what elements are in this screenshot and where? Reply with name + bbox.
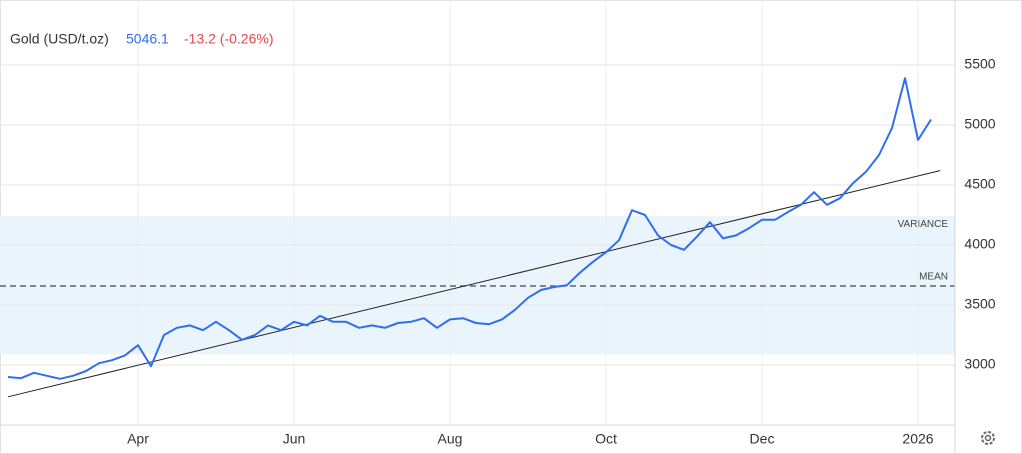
change: -13.2 (-0.26%) [184, 31, 273, 47]
price-line [7, 77, 932, 380]
y-tick-label: 4000 [964, 236, 995, 252]
variance-band [0, 216, 955, 355]
x-tick-label: 2026 [902, 431, 933, 447]
y-tick-label: 3000 [964, 356, 995, 372]
trend-line [7, 170, 941, 398]
grid: VARIANCE MEAN [0, 0, 955, 425]
x-tick-label: Aug [438, 431, 463, 447]
mean-label: MEAN [919, 272, 948, 283]
last-price: 5046.1 [126, 31, 169, 47]
y-tick-label: 3500 [964, 296, 995, 312]
x-tick-label: Oct [595, 431, 617, 447]
x-tick-label: Jun [283, 431, 306, 447]
plot [7, 77, 941, 398]
x-tick-label: Dec [750, 431, 775, 447]
y-tick-label: 5500 [964, 56, 995, 72]
y-tick-label: 4500 [964, 176, 995, 192]
title: Gold (USD/t.oz) [10, 31, 109, 47]
variance-label: VARIANCE [898, 219, 949, 230]
y-tick-label: 5000 [964, 116, 995, 132]
settings-icon[interactable] [981, 431, 995, 445]
x-tick-label: Apr [127, 431, 149, 447]
